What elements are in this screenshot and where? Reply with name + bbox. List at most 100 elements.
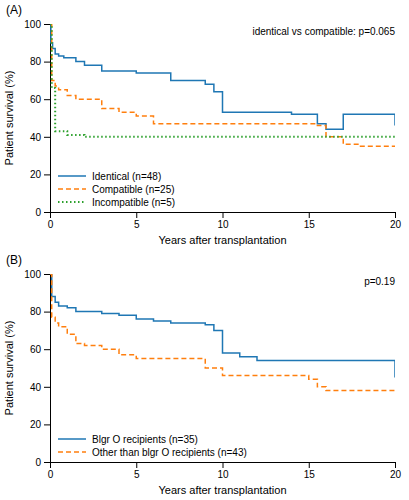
y-tick-label: 100 <box>24 269 41 280</box>
legend-entry: Identical (n=48) <box>58 171 161 182</box>
x-tick-label: 15 <box>304 469 316 480</box>
y-tick-label: 40 <box>30 382 42 393</box>
legend-swatch <box>58 175 86 177</box>
y-tick-mark <box>44 462 50 463</box>
y-tick: 80 <box>30 56 50 67</box>
y-tick-label: 20 <box>30 419 42 430</box>
y-tick-mark <box>44 312 50 313</box>
x-tick-mark <box>309 462 310 468</box>
annotation: p=0.19 <box>364 276 395 287</box>
legend-swatch <box>58 201 86 203</box>
x-axis: 0 5 10 15 20 <box>48 212 402 230</box>
x-tick-label: 5 <box>134 219 140 230</box>
legend-swatch <box>58 451 86 453</box>
x-tick: 10 <box>217 462 229 480</box>
x-tick: 10 <box>217 212 229 230</box>
x-axis-title: Years after transplantation <box>158 234 286 246</box>
y-tick-mark <box>44 274 50 275</box>
y-tick-mark <box>44 212 50 213</box>
y-axis: 0 20 40 60 80 100 <box>24 269 50 468</box>
y-axis-title: Patient survival (%) <box>3 71 15 166</box>
x-tick-label: 20 <box>390 469 402 480</box>
x-tick-mark <box>395 462 396 468</box>
survival-line <box>50 274 395 391</box>
legend-label: Other than blgr O recipients (n=43) <box>92 447 247 458</box>
x-tick-mark <box>309 212 310 218</box>
y-tick-mark <box>44 174 50 175</box>
x-tick: 0 <box>48 462 54 480</box>
y-tick: 0 <box>35 207 50 218</box>
legend: Identical (n=48) Compatible (n=25) Incompa… <box>58 171 175 208</box>
x-tick-mark <box>136 462 137 468</box>
y-tick-label: 20 <box>30 169 42 180</box>
x-axis-line <box>51 213 396 219</box>
legend-entry: Other than blgr O recipients (n=43) <box>58 447 247 458</box>
y-axis-title: Patient survival (%) <box>3 321 15 416</box>
x-tick: 0 <box>48 212 54 230</box>
legend-entry: Incompatible (n=5) <box>58 197 175 208</box>
x-axis: 0 5 10 15 20 <box>48 462 402 480</box>
x-tick-label: 5 <box>134 469 140 480</box>
chart: 05101520020406080100(A)Years after trans… <box>0 0 409 500</box>
y-tick-label: 60 <box>30 94 42 105</box>
panel: 0 5 10 15 20 0 20 40 60 80 100(A) Years after trans… <box>3 3 401 246</box>
legend-label: Compatible (n=25) <box>92 184 175 195</box>
y-tick-mark <box>44 349 50 350</box>
x-tick: 5 <box>134 212 140 230</box>
y-tick: 100 <box>24 269 50 280</box>
y-tick-mark <box>44 24 50 25</box>
x-tick: 15 <box>304 462 316 480</box>
x-tick: 15 <box>304 212 316 230</box>
y-tick-mark <box>44 424 50 425</box>
legend-label: Identical (n=48) <box>92 171 161 182</box>
y-axis-line <box>44 25 51 213</box>
x-tick-mark <box>136 212 137 218</box>
y-tick-label: 100 <box>24 19 41 30</box>
y-tick-mark <box>44 387 50 388</box>
y-tick: 60 <box>30 344 50 355</box>
x-tick-mark <box>223 462 224 468</box>
legend-swatch <box>58 438 86 440</box>
y-tick: 80 <box>30 306 50 317</box>
lines <box>50 24 395 146</box>
x-axis-line <box>51 463 396 469</box>
x-tick: 5 <box>134 462 140 480</box>
panel: 05101520020406080100(B)Years after trans… <box>3 253 401 496</box>
survival-line <box>50 274 395 377</box>
y-tick: 20 <box>30 419 50 430</box>
legend-entry: Compatible (n=25) <box>58 184 175 195</box>
x-tick-label: 0 <box>48 219 54 230</box>
x-tick-mark <box>395 212 396 218</box>
x-tick: 20 <box>390 462 402 480</box>
x-tick-label: 10 <box>217 219 229 230</box>
y-axis-line <box>44 275 51 463</box>
legend: Blgr O recipients (n=35) Other than blgr … <box>58 434 247 458</box>
y-tick-mark <box>44 99 50 100</box>
legend-label: Blgr O recipients (n=35) <box>92 434 198 445</box>
survival-line <box>50 24 395 146</box>
y-tick-mark <box>44 137 50 138</box>
y-tick-label: 60 <box>30 344 42 355</box>
x-tick-mark <box>223 212 224 218</box>
lines <box>50 274 395 391</box>
y-tick-label: 0 <box>35 457 41 468</box>
legend-label: Incompatible (n=5) <box>92 197 175 208</box>
y-tick-label: 40 <box>30 132 42 143</box>
x-tick: 20 <box>390 212 402 230</box>
x-axis-title: Years after transplantation <box>158 484 286 496</box>
y-tick: 20 <box>30 169 50 180</box>
legend-swatch <box>58 188 86 190</box>
y-tick: 40 <box>30 132 50 143</box>
y-tick: 40 <box>30 382 50 393</box>
panel-label: (A) <box>6 3 22 17</box>
y-tick-mark <box>44 62 50 63</box>
x-tick-label: 20 <box>390 219 402 230</box>
y-tick: 0 <box>35 457 50 468</box>
legend-entry: Blgr O recipients (n=35) <box>58 434 198 445</box>
survival-line <box>50 24 395 129</box>
y-tick: 100 <box>24 19 50 30</box>
x-tick-label: 10 <box>217 469 229 480</box>
x-tick-label: 0 <box>48 469 54 480</box>
y-tick-label: 0 <box>35 207 41 218</box>
y-tick-label: 80 <box>30 306 42 317</box>
